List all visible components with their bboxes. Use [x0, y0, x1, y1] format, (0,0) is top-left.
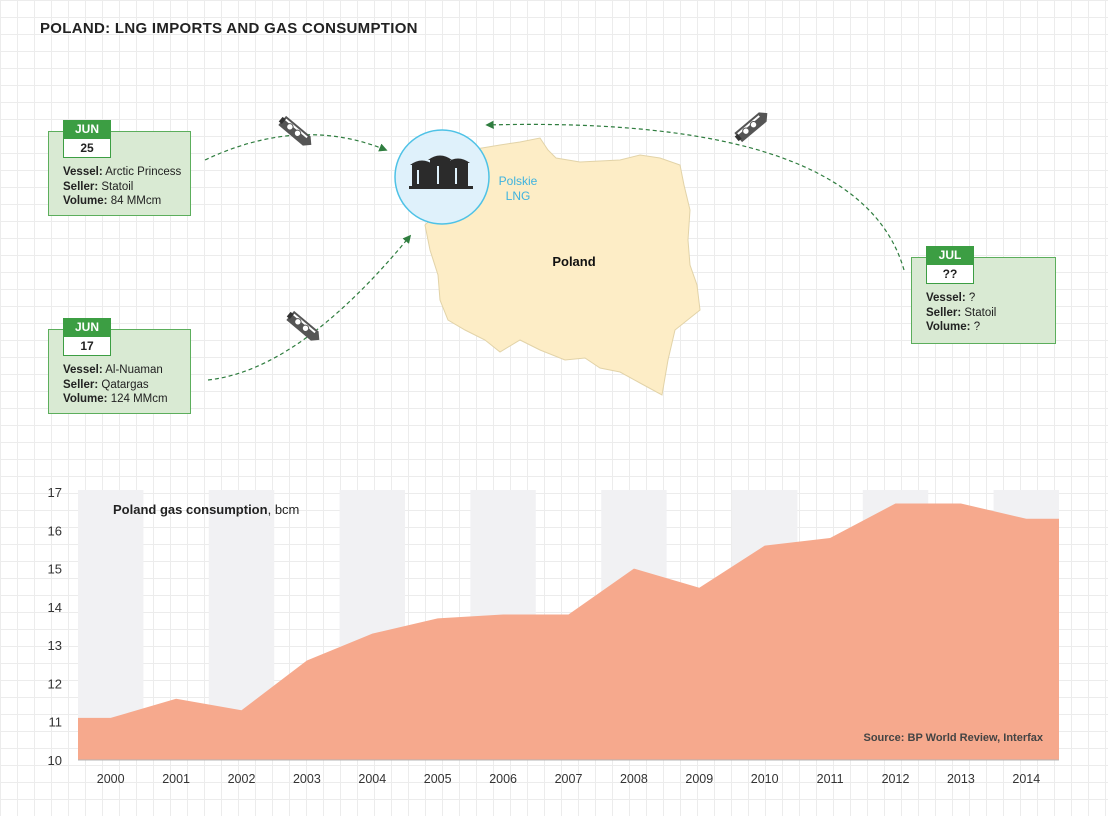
terminal-label-1: Polskie [499, 174, 538, 188]
y-tick-label: 14 [48, 600, 62, 615]
chart-unit: bcm [274, 502, 300, 517]
terminal-label-2: LNG [506, 189, 531, 203]
map-graphic: Poland Polskie LNG [204, 112, 905, 396]
shipment-day: 25 [63, 138, 111, 158]
route-july-cargo [485, 120, 905, 271]
x-tick-label: 2005 [424, 772, 452, 786]
route-arctic-princess [204, 134, 388, 161]
volume-value: 84 MMcm [110, 195, 162, 207]
seller-value: Statoil [101, 180, 134, 193]
x-tick-label: 2001 [162, 772, 190, 786]
x-tick-label: 2014 [1012, 772, 1040, 786]
seller-value: Qatargas [101, 378, 149, 391]
y-tick-label: 10 [48, 753, 62, 768]
shipment-card-july: JUL ?? Vessel: ? Seller: Statoil Volume:… [911, 246, 1056, 344]
x-tick-label: 2000 [97, 772, 125, 786]
shipment-month: JUN [63, 120, 111, 138]
lng-tanker-icon [278, 115, 312, 146]
x-tick-label: 2009 [685, 772, 713, 786]
x-tick-label: 2003 [293, 772, 321, 786]
shipment-day: 17 [63, 336, 111, 356]
x-tick-label: 2004 [358, 772, 386, 786]
y-tick-label: 13 [48, 638, 62, 653]
volume-label: Volume: [926, 321, 971, 333]
poland-shape [424, 137, 701, 396]
seller-value: Statoil [964, 306, 997, 319]
seller-label: Seller: [63, 180, 99, 193]
x-tick-label: 2007 [555, 772, 583, 786]
volume-value: 124 MMcm [110, 393, 168, 405]
page-title: POLAND: LNG IMPORTS AND GAS CONSUMPTION [40, 20, 418, 37]
x-tick-label: 2006 [489, 772, 517, 786]
vessel-value: Arctic Princess [105, 166, 182, 178]
lng-tanker-icon [734, 112, 768, 143]
y-axis-ticks: 10 11 12 13 14 15 16 17 [48, 485, 62, 768]
y-tick-label: 12 [48, 676, 62, 691]
country-label: Poland [552, 254, 595, 269]
consumption-area [78, 503, 1059, 760]
shipment-month: JUN [63, 318, 111, 336]
shipment-day: ?? [926, 264, 974, 284]
x-tick-label: 2011 [817, 772, 844, 786]
x-tick-label: 2010 [751, 772, 779, 786]
vessel-label: Vessel: [63, 166, 103, 178]
y-tick-label: 17 [48, 485, 62, 500]
vessel-value: ? [968, 292, 976, 304]
chart-title: Poland gas consumption, bcm [113, 502, 300, 517]
x-tick-label: 2012 [882, 772, 910, 786]
vessel-label: Vessel: [926, 292, 966, 304]
vessel-label: Vessel: [63, 364, 103, 376]
route-al-nuaman [207, 234, 412, 381]
x-axis-ticks: 2000 2001 2002 2003 2004 2005 2006 2007 2008 2009… [97, 772, 1040, 786]
volume-value: ? [973, 321, 981, 333]
lng-storage-tank-icon [409, 155, 473, 189]
seller-label: Seller: [63, 378, 99, 391]
y-tick-label: 11 [49, 715, 63, 730]
volume-label: Volume: [63, 393, 108, 405]
y-tick-label: 15 [48, 562, 62, 577]
source-note: Source: BP World Review, Interfax [863, 732, 1043, 744]
x-tick-label: 2008 [620, 772, 648, 786]
volume-label: Volume: [63, 195, 108, 207]
shipment-card-al-nuaman: JUN 17 Vessel: Al-Nuaman Seller: Qatarga… [48, 318, 191, 414]
lng-tanker-icon [286, 310, 320, 341]
y-tick-label: 16 [48, 523, 62, 538]
x-tick-label: 2002 [228, 772, 256, 786]
shipment-card-arctic-princess: JUN 25 Vessel: Arctic Princess Seller: S… [48, 120, 191, 216]
shipment-month: JUL [926, 246, 974, 264]
vessel-value: Al-Nuaman [105, 364, 163, 376]
x-tick-label: 2013 [947, 772, 975, 786]
seller-label: Seller: [926, 306, 962, 319]
